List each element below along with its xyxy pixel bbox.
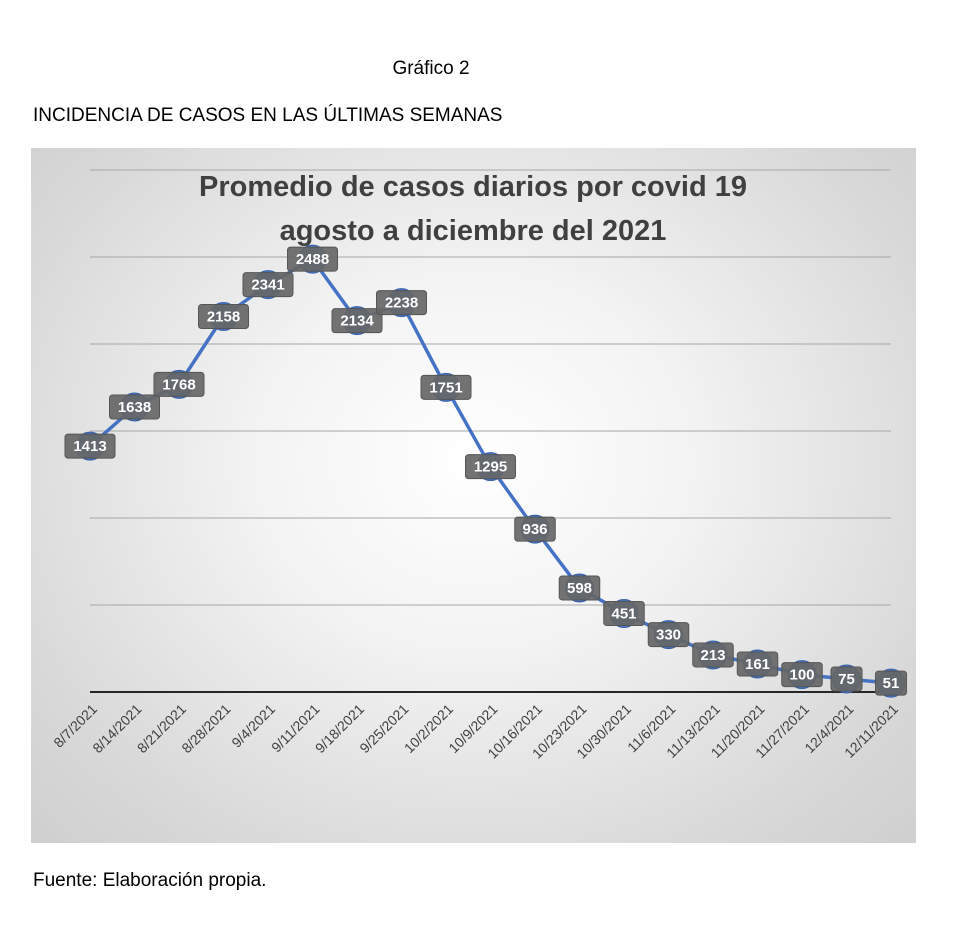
data-label-box (781, 662, 823, 688)
data-label: 75 (838, 671, 855, 688)
data-label-box (514, 516, 556, 542)
data-label-box (64, 433, 116, 459)
data-label: 2341 (251, 277, 284, 294)
data-label: 1295 (474, 459, 507, 476)
data-label: 213 (700, 647, 725, 664)
data-label-box (603, 601, 645, 627)
data-label: 1751 (429, 379, 462, 396)
chart-area: Promedio de casos diarios por covid 19 ag… (31, 148, 916, 843)
data-label: 51 (883, 675, 900, 692)
data-label: 598 (567, 580, 592, 597)
chart-title-line: agosto a diciembre del 2021 (280, 215, 667, 247)
data-label-box (558, 575, 601, 601)
data-label-box (875, 670, 907, 696)
data-label: 2134 (340, 313, 374, 330)
data-label: 2238 (385, 295, 418, 312)
data-label-box (465, 454, 516, 480)
data-label-box (736, 651, 779, 677)
data-label: 161 (745, 656, 770, 673)
data-label: 1413 (73, 438, 106, 455)
data-label-box (420, 374, 472, 400)
data-label-box (198, 304, 249, 330)
section-heading: INCIDENCIA DE CASOS EN LAS ÚLTIMAS SEMAN… (33, 105, 503, 126)
data-label: 451 (611, 606, 636, 623)
data-label: 1768 (162, 376, 195, 393)
data-label-box (109, 394, 160, 420)
chart-title-line: Promedio de casos diarios por covid 19 (199, 171, 747, 203)
data-label: 2488 (296, 251, 329, 268)
data-label: 100 (789, 667, 814, 684)
data-label: 1638 (118, 399, 151, 416)
data-label-box (830, 666, 863, 692)
data-label-box (242, 272, 294, 298)
data-label-box (153, 371, 205, 397)
data-label: 330 (656, 627, 681, 644)
data-label-box (647, 622, 690, 648)
line-chart: Promedio de casos diarios por covid 19 ag… (50, 169, 907, 762)
source-note: Fuente: Elaboración propia. (33, 870, 267, 891)
data-label-box (376, 290, 427, 316)
figure-caption: Gráfico 2 (392, 58, 470, 79)
data-label: 2158 (207, 309, 240, 326)
data-label: 936 (522, 521, 547, 538)
data-label-box (287, 246, 338, 272)
data-label-box (692, 642, 734, 668)
x-tick-label: 8/28/2021 (178, 701, 234, 757)
data-label-box (331, 308, 383, 334)
